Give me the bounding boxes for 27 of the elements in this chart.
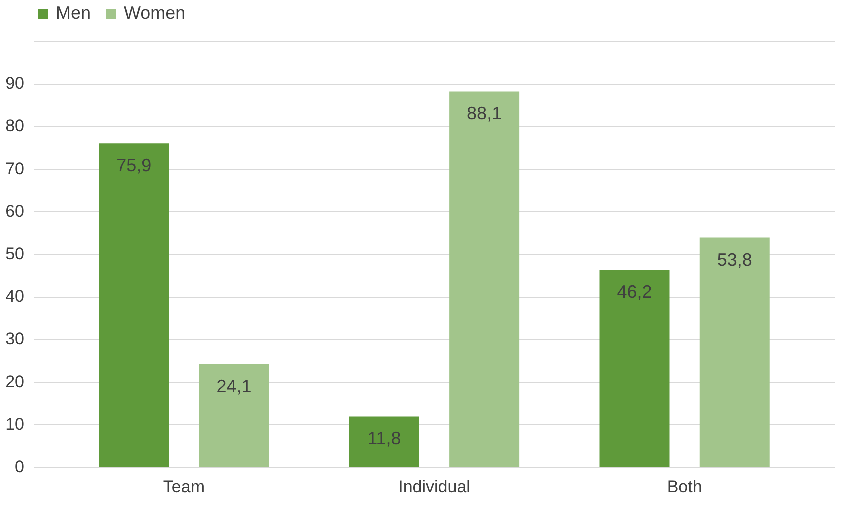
data-label: 24,1	[216, 376, 252, 396]
data-label: 88,1	[467, 104, 502, 124]
bar	[199, 364, 270, 467]
y-tick-label: 20	[6, 372, 24, 392]
x-tick-label: Both	[667, 478, 702, 496]
bar	[450, 92, 520, 467]
bar	[99, 144, 170, 467]
y-tick-label: 0	[15, 458, 24, 476]
data-label: 11,8	[368, 428, 402, 449]
y-tick-label: 60	[6, 202, 24, 221]
y-tick-label: 80	[6, 116, 24, 136]
data-label: 75,9	[116, 156, 152, 176]
x-tick-label: Individual	[398, 478, 470, 496]
y-tick-label: 40	[6, 287, 24, 306]
y-tick-label: 10	[6, 414, 24, 434]
y-tick-label: 90	[6, 74, 24, 94]
bar	[700, 238, 770, 467]
legend-label: Women	[124, 3, 186, 23]
legend-label: Men	[56, 3, 92, 23]
bar	[349, 416, 420, 467]
x-tick-label: Team	[163, 478, 205, 496]
y-tick-label: 50	[6, 244, 24, 264]
y-tick-label: 70	[6, 159, 24, 178]
y-tick-label: 30	[6, 330, 24, 349]
data-label: 53,8	[717, 250, 752, 270]
bar	[600, 270, 670, 467]
data-label: 46,2	[617, 282, 652, 302]
